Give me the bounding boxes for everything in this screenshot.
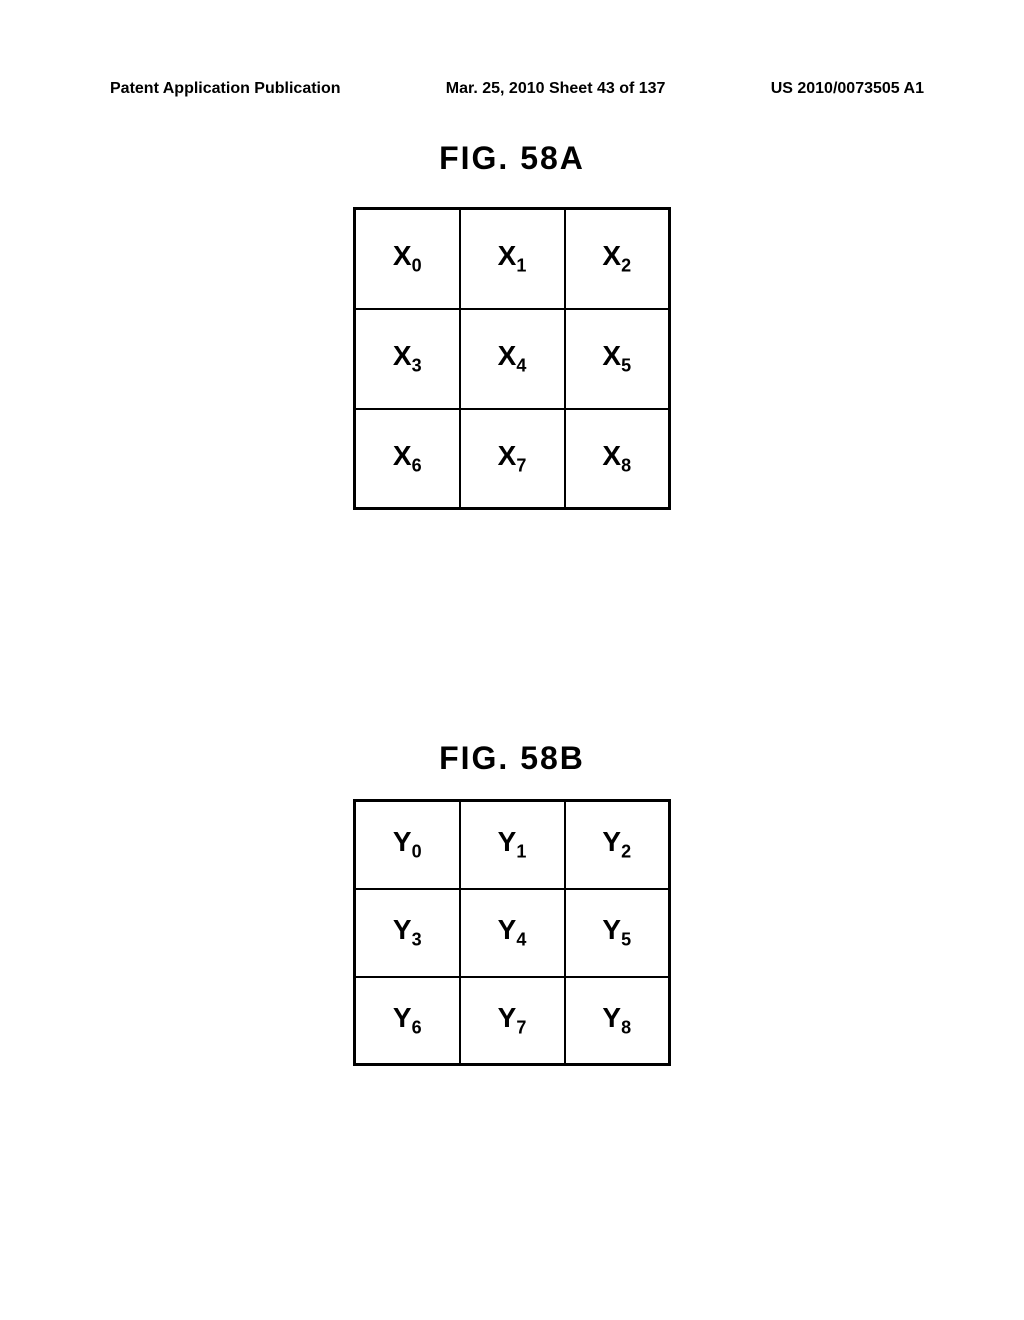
- var-label: X: [393, 440, 412, 471]
- figure-b-title: FIG. 58B: [439, 740, 585, 777]
- sub-index: 0: [412, 842, 422, 862]
- sub-index: 5: [621, 930, 631, 950]
- table-row: Y3 Y4 Y5: [355, 889, 670, 977]
- sub-index: 7: [516, 456, 526, 476]
- cell-y7: Y7: [460, 977, 565, 1065]
- var-label: X: [602, 240, 621, 271]
- cell-x4: X4: [460, 309, 565, 409]
- figure-a-grid: X0 X1 X2 X3 X4 X5 X6 X7 X8: [353, 207, 671, 510]
- var-label: X: [498, 240, 517, 271]
- var-label: X: [393, 340, 412, 371]
- cell-x8: X8: [565, 409, 670, 509]
- var-label: X: [602, 440, 621, 471]
- sub-index: 0: [412, 256, 422, 276]
- sub-index: 3: [412, 930, 422, 950]
- sub-index: 4: [516, 356, 526, 376]
- sub-index: 8: [621, 1018, 631, 1038]
- var-label: X: [602, 340, 621, 371]
- cell-y0: Y0: [355, 801, 460, 889]
- var-label: Y: [602, 914, 621, 945]
- cell-y6: Y6: [355, 977, 460, 1065]
- var-label: Y: [498, 914, 517, 945]
- cell-y3: Y3: [355, 889, 460, 977]
- page-header: Patent Application Publication Mar. 25, …: [110, 80, 924, 98]
- figure-b-grid: Y0 Y1 Y2 Y3 Y4 Y5 Y6 Y7 Y8: [353, 799, 671, 1066]
- cell-x1: X1: [460, 209, 565, 309]
- cell-x7: X7: [460, 409, 565, 509]
- var-label: Y: [393, 826, 412, 857]
- var-label: Y: [498, 1002, 517, 1033]
- cell-x0: X0: [355, 209, 460, 309]
- cell-y4: Y4: [460, 889, 565, 977]
- header-right: US 2010/0073505 A1: [771, 80, 924, 98]
- cell-x2: X2: [565, 209, 670, 309]
- header-center: Mar. 25, 2010 Sheet 43 of 137: [446, 80, 666, 98]
- var-label: X: [498, 340, 517, 371]
- cell-x6: X6: [355, 409, 460, 509]
- sub-index: 2: [621, 842, 631, 862]
- sub-index: 5: [621, 356, 631, 376]
- sub-index: 2: [621, 256, 631, 276]
- figure-a-title: FIG. 58A: [439, 140, 585, 177]
- sub-index: 7: [516, 1018, 526, 1038]
- cell-y5: Y5: [565, 889, 670, 977]
- var-label: Y: [602, 1002, 621, 1033]
- table-row: X3 X4 X5: [355, 309, 670, 409]
- figure-58b: FIG. 58B Y0 Y1 Y2 Y3 Y4 Y5 Y6 Y7 Y8: [0, 740, 1024, 1066]
- cell-y8: Y8: [565, 977, 670, 1065]
- sub-index: 6: [412, 456, 422, 476]
- table-row: Y0 Y1 Y2: [355, 801, 670, 889]
- sub-index: 6: [412, 1018, 422, 1038]
- table-row: Y6 Y7 Y8: [355, 977, 670, 1065]
- var-label: X: [498, 440, 517, 471]
- sub-index: 4: [516, 930, 526, 950]
- cell-y2: Y2: [565, 801, 670, 889]
- sub-index: 8: [621, 456, 631, 476]
- figure-58a: FIG. 58A X0 X1 X2 X3 X4 X5 X6 X7 X8: [0, 140, 1024, 510]
- cell-x3: X3: [355, 309, 460, 409]
- sub-index: 3: [412, 356, 422, 376]
- sub-index: 1: [516, 256, 526, 276]
- header-left: Patent Application Publication: [110, 80, 341, 98]
- var-label: Y: [602, 826, 621, 857]
- cell-x5: X5: [565, 309, 670, 409]
- table-row: X0 X1 X2: [355, 209, 670, 309]
- sub-index: 1: [516, 842, 526, 862]
- var-label: Y: [498, 826, 517, 857]
- var-label: X: [393, 240, 412, 271]
- var-label: Y: [393, 914, 412, 945]
- table-row: X6 X7 X8: [355, 409, 670, 509]
- var-label: Y: [393, 1002, 412, 1033]
- cell-y1: Y1: [460, 801, 565, 889]
